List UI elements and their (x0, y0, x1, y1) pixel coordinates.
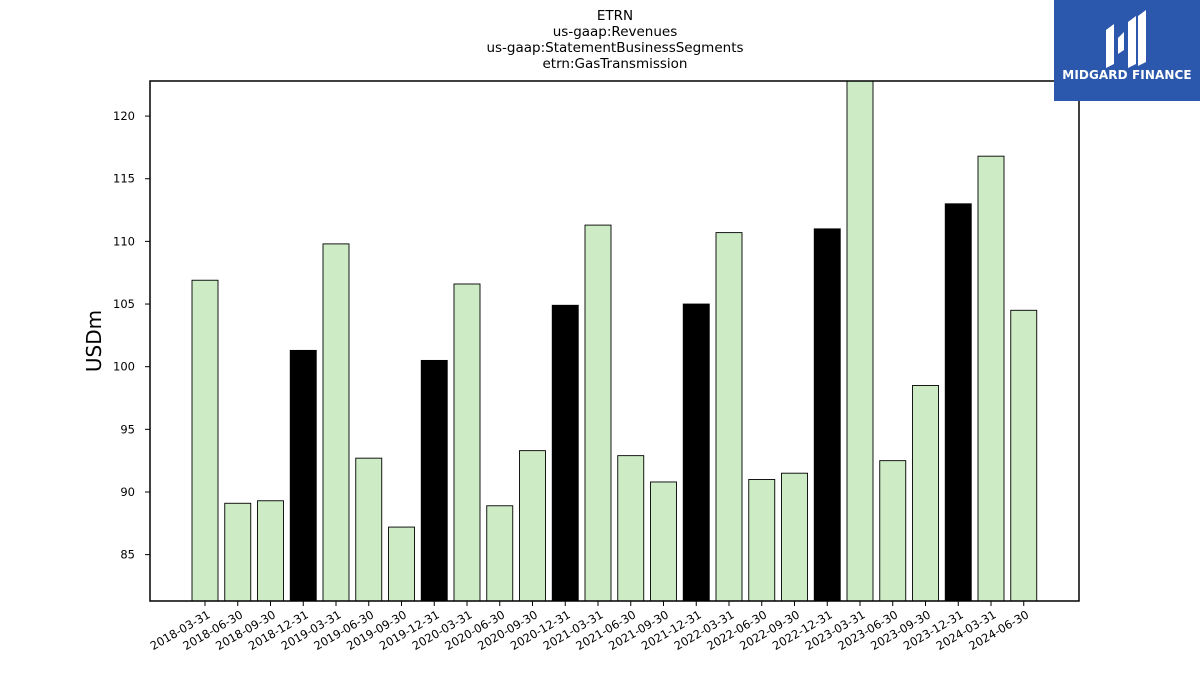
bar-2020-09-30 (519, 450, 546, 602)
title-line-4: etrn:GasTransmission (543, 56, 688, 72)
bar-2020-12-31 (551, 304, 579, 602)
logo-text: MIDGARD FINANCE (1062, 68, 1192, 82)
bar-series (191, 80, 1038, 602)
bar-2019-12-31 (420, 359, 448, 602)
bar-2019-09-30 (388, 526, 415, 602)
bar-2021-06-30 (617, 455, 645, 602)
bar-2022-03-31 (715, 232, 743, 602)
y-tick-label: 90 (120, 485, 135, 499)
bar-2024-03-31 (977, 155, 1005, 602)
bar-2023-12-31 (944, 203, 972, 602)
bar-2018-09-30 (257, 500, 284, 602)
plot-frame (149, 80, 1080, 602)
bar-2022-12-31 (813, 228, 841, 602)
brand-logo: MIDGARD FINANCE (1054, 0, 1200, 101)
y-tick-label: 120 (113, 109, 135, 123)
bar-2022-09-30 (781, 472, 808, 602)
bar-2024-06-30 (1010, 309, 1038, 602)
x-axis: 2018-03-312018-06-302018-09-302018-12-31… (148, 601, 1031, 653)
bar-2018-06-30 (224, 502, 252, 602)
bar-2021-12-31 (682, 303, 710, 602)
bar-2023-09-30 (912, 385, 939, 602)
title-line-2: us-gaap:Revenues (553, 24, 678, 40)
y-axis-label: USDm (82, 310, 106, 372)
bar-2020-06-30 (486, 505, 514, 602)
y-tick-label: 115 (113, 172, 135, 186)
title-line-3: us-gaap:StatementBusinessSegments (486, 40, 743, 56)
bar-2021-03-31 (584, 224, 612, 602)
bar-2019-06-30 (355, 457, 383, 602)
midgard-logo-icon (1106, 10, 1146, 68)
bar-2020-03-31 (453, 283, 481, 602)
y-tick-label: 85 (120, 548, 135, 562)
bar-2023-06-30 (879, 460, 907, 602)
y-tick-label: 105 (113, 297, 135, 311)
y-tick-label: 110 (113, 234, 135, 248)
bar-2021-09-30 (650, 481, 677, 602)
y-tick-label: 95 (120, 422, 135, 436)
title-line-1: ETRN (597, 8, 633, 24)
bar-2023-03-31 (846, 80, 874, 602)
y-axis: 85 90 95 100 105 110 115 120 (113, 109, 150, 562)
y-tick-label: 100 (113, 360, 135, 374)
bar-2018-03-31 (191, 279, 219, 602)
bar-2018-12-31 (289, 349, 317, 602)
chart-title: ETRN us-gaap:Revenues us-gaap:StatementB… (486, 8, 743, 72)
bar-2019-03-31 (322, 243, 350, 602)
bar-2022-06-30 (748, 479, 776, 602)
